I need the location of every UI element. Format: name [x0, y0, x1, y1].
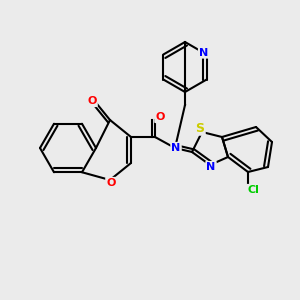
Text: N: N	[171, 143, 181, 153]
Text: N: N	[206, 162, 216, 172]
Text: Cl: Cl	[247, 185, 259, 195]
Text: O: O	[155, 112, 165, 122]
Text: O: O	[106, 178, 116, 188]
Text: N: N	[199, 47, 208, 58]
Text: S: S	[196, 122, 205, 134]
Text: O: O	[87, 96, 97, 106]
